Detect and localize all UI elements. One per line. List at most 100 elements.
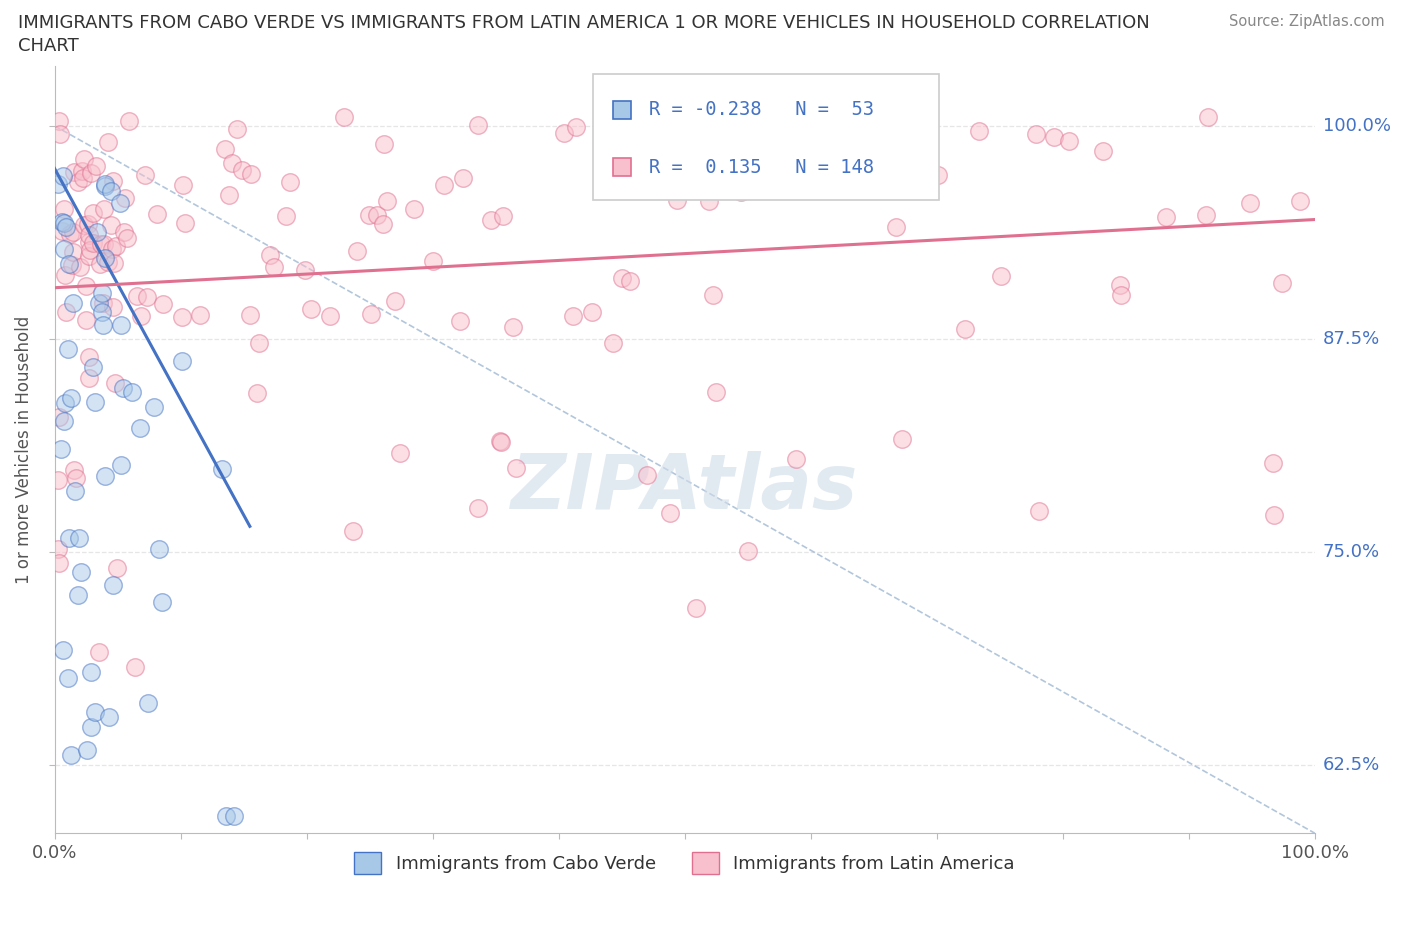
Point bbox=[927, 167, 949, 182]
Point bbox=[58, 671, 80, 685]
Point bbox=[849, 145, 872, 160]
Point bbox=[105, 561, 128, 576]
Point bbox=[94, 469, 117, 484]
Point bbox=[1111, 287, 1133, 302]
Point bbox=[53, 395, 76, 410]
Point bbox=[82, 360, 104, 375]
Point bbox=[62, 225, 84, 240]
Point bbox=[373, 137, 395, 152]
Point bbox=[422, 254, 444, 269]
Point bbox=[152, 297, 174, 312]
Point bbox=[359, 207, 381, 222]
Point bbox=[62, 165, 84, 179]
Point bbox=[77, 370, 100, 385]
Point bbox=[77, 350, 100, 365]
Point bbox=[173, 216, 195, 231]
Point bbox=[247, 335, 270, 350]
Y-axis label: 1 or more Vehicles in Household: 1 or more Vehicles in Household bbox=[15, 315, 32, 584]
Point bbox=[55, 304, 77, 319]
Text: 75.0%: 75.0% bbox=[1323, 543, 1381, 561]
Point bbox=[502, 319, 524, 334]
Point bbox=[93, 237, 115, 252]
Point bbox=[72, 170, 94, 185]
Point bbox=[73, 152, 96, 166]
Point bbox=[84, 394, 107, 409]
Text: IMMIGRANTS FROM CABO VERDE VS IMMIGRANTS FROM LATIN AMERICA 1 OR MORE VEHICLES I: IMMIGRANTS FROM CABO VERDE VS IMMIGRANTS… bbox=[18, 14, 1150, 32]
Point bbox=[610, 271, 633, 286]
Point bbox=[87, 296, 110, 311]
Point bbox=[53, 201, 76, 216]
Point bbox=[246, 385, 269, 400]
Point bbox=[636, 468, 658, 483]
Point bbox=[80, 664, 103, 679]
Point bbox=[136, 289, 159, 304]
Point bbox=[77, 235, 100, 250]
Point bbox=[90, 286, 112, 300]
Text: 87.5%: 87.5% bbox=[1323, 330, 1381, 348]
Point bbox=[65, 484, 87, 498]
Point bbox=[211, 461, 233, 476]
Point bbox=[59, 747, 82, 762]
Point bbox=[82, 206, 104, 220]
Point bbox=[134, 167, 156, 182]
Point bbox=[55, 219, 77, 234]
Point bbox=[46, 541, 69, 556]
Point bbox=[93, 201, 115, 216]
Point bbox=[53, 268, 76, 283]
Point bbox=[666, 193, 689, 207]
Point bbox=[62, 245, 84, 259]
Point bbox=[259, 248, 281, 263]
Point bbox=[89, 257, 111, 272]
Point bbox=[685, 600, 707, 615]
Point bbox=[91, 317, 114, 332]
Point bbox=[1057, 133, 1080, 148]
Point bbox=[77, 217, 100, 232]
Point bbox=[914, 115, 936, 130]
Point bbox=[51, 215, 73, 230]
Point bbox=[52, 643, 75, 658]
Point bbox=[553, 126, 575, 140]
Point bbox=[103, 256, 125, 271]
Point bbox=[467, 501, 489, 516]
Point bbox=[127, 288, 149, 303]
Point bbox=[101, 299, 124, 314]
Point bbox=[59, 227, 82, 242]
Point bbox=[240, 166, 263, 181]
Text: ZIPAtlas: ZIPAtlas bbox=[510, 451, 858, 525]
Point bbox=[48, 556, 70, 571]
Point bbox=[67, 531, 90, 546]
Point bbox=[115, 231, 138, 246]
Point bbox=[890, 432, 912, 447]
Point bbox=[188, 308, 211, 323]
Point bbox=[75, 313, 97, 328]
Point bbox=[342, 524, 364, 538]
Point bbox=[79, 243, 101, 258]
Point bbox=[294, 262, 316, 277]
Point bbox=[110, 195, 132, 210]
Point bbox=[658, 506, 681, 521]
Point bbox=[433, 178, 456, 193]
Point bbox=[737, 543, 759, 558]
Point bbox=[49, 126, 72, 141]
Point bbox=[148, 542, 170, 557]
Point bbox=[505, 461, 527, 476]
Point bbox=[1263, 508, 1285, 523]
Point bbox=[46, 177, 69, 192]
Point bbox=[60, 258, 83, 272]
Point bbox=[91, 296, 114, 311]
Point bbox=[333, 110, 356, 125]
Point bbox=[231, 163, 253, 178]
Point bbox=[143, 399, 166, 414]
Point bbox=[53, 414, 76, 429]
Point bbox=[449, 314, 471, 329]
Point bbox=[82, 235, 104, 250]
Point bbox=[76, 743, 98, 758]
Point bbox=[373, 217, 395, 232]
Point bbox=[1109, 278, 1132, 293]
Point bbox=[89, 644, 111, 659]
Point bbox=[702, 287, 724, 302]
Point bbox=[375, 193, 398, 208]
Point bbox=[884, 219, 907, 234]
Point bbox=[218, 188, 240, 203]
Point bbox=[111, 380, 134, 395]
